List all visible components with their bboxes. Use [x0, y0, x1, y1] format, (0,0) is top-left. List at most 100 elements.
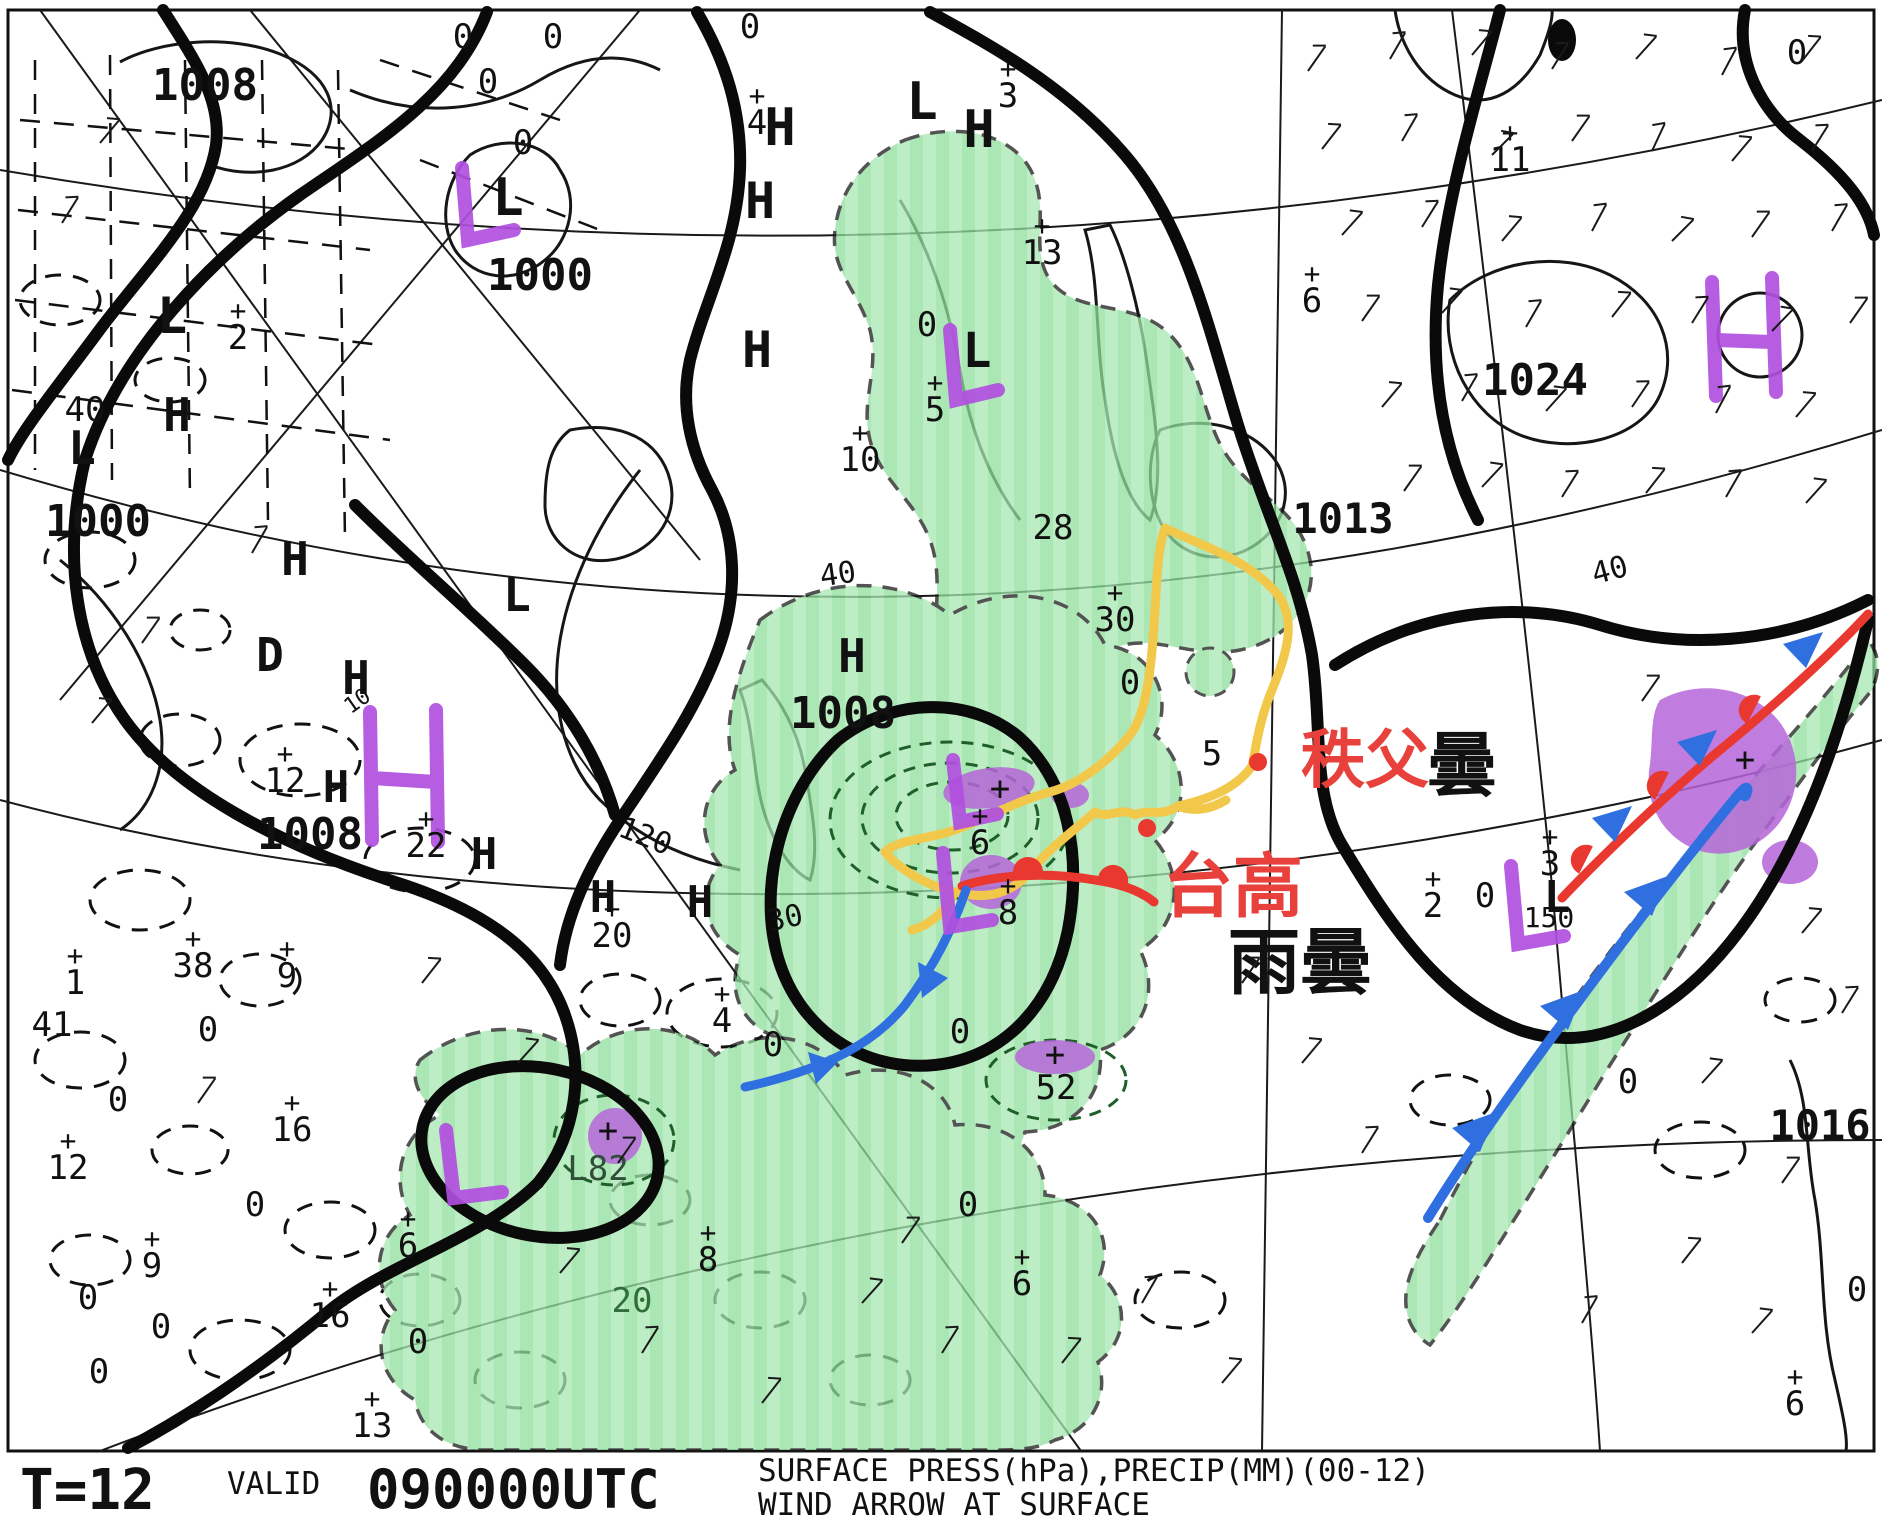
value-label: +6 [1784, 1359, 1806, 1425]
value-label: 0 [244, 1185, 266, 1225]
value-label: 0 [1786, 33, 1808, 73]
jp-annotation: 曇 [1427, 724, 1497, 807]
value-label: + [597, 1111, 619, 1151]
pressure-centre-letter: L [492, 168, 524, 228]
value-label: +1 [64, 938, 86, 1004]
caption-utc: 090000UTC [367, 1458, 660, 1517]
value-label: +3 [1539, 819, 1561, 885]
pressure-centre-letter: H [686, 877, 714, 928]
value-label: +8 [997, 868, 1019, 934]
thick-isobars [2, 4, 1880, 1454]
fronts [740, 609, 1873, 1223]
pressure-centre-letter: L [503, 568, 531, 622]
value-label: 0 [957, 1185, 979, 1225]
caption-line1: SURFACE PRESS(hPa),PRECIP(MM)(00-12) [758, 1453, 1430, 1489]
value-label: 0 [542, 17, 564, 57]
pressure-label: 1013 [1292, 494, 1394, 543]
value-label: +13 [351, 1381, 393, 1447]
value-label: 20 [611, 1281, 653, 1321]
grid-label: 40 [817, 554, 859, 595]
pressure-centre-letter: H [764, 98, 796, 158]
value-label: 41 [31, 1005, 73, 1045]
pressure-centre-letter: L [156, 287, 188, 345]
value-label: +6 [969, 798, 991, 864]
value-label: +30 [1094, 575, 1136, 641]
value-label: 0 [452, 17, 474, 57]
hand-H-mark [363, 703, 445, 849]
value-label: + [1044, 1035, 1066, 1075]
pressure-label: 1016 [1769, 1101, 1871, 1150]
value-label: 0 [1474, 876, 1496, 916]
value-label: +20 [591, 891, 633, 957]
value-label: 0 [1119, 663, 1141, 703]
value-label: 0 [512, 123, 534, 163]
value-label: +6 [397, 1201, 419, 1267]
value-label: 28 [1032, 508, 1074, 548]
pressure-centre-letter: H [589, 872, 617, 923]
hand-L-mark [946, 753, 1004, 831]
caption-t12: T=12 [20, 1458, 155, 1517]
pressure-centre-letter: H [838, 629, 866, 683]
value-label: 52 [1035, 1068, 1077, 1108]
value-label: +4 [711, 976, 733, 1042]
pressure-centre-letter: H [744, 172, 776, 230]
pressure-label: 1000 [487, 250, 593, 301]
pressure-label: 1000 [45, 496, 151, 547]
value-label: 0 [107, 1080, 129, 1120]
pressure-centre-letter: H [322, 762, 350, 813]
value-label: +6 [1011, 1239, 1033, 1305]
hand-L-mark [943, 323, 1005, 409]
value-label: 0 [407, 1322, 429, 1362]
value-label: +16 [309, 1271, 351, 1337]
pressure-centre-letter: H [741, 321, 773, 379]
jp-annotation: 台高 [1163, 845, 1303, 928]
value-label: 0 [1617, 1062, 1639, 1102]
value-label: +5 [924, 365, 946, 431]
value-label: 0 [916, 305, 938, 345]
value-label: + [989, 769, 1011, 809]
value-label: 0 [1846, 1270, 1868, 1310]
value-label: +12 [47, 1123, 89, 1189]
jp-annotation: 雨曇 [1227, 920, 1373, 1005]
island-blob [1548, 19, 1576, 61]
value-label: +16 [271, 1085, 313, 1151]
red-dots [1138, 753, 1267, 837]
pressure-label: 1008 [790, 688, 896, 739]
value-label: + [1734, 740, 1756, 780]
value-label: 150 [1523, 901, 1575, 934]
hand-drawn-marks [363, 161, 1783, 1206]
value-label: 0 [477, 62, 499, 102]
grid-label: 30 [763, 897, 807, 940]
value-label: 0 [762, 1025, 784, 1065]
caption-line2: WIND ARROW AT SURFACE [758, 1487, 1150, 1517]
value-label: +38 [172, 921, 214, 987]
value-label: +9 [141, 1221, 163, 1287]
pressure-centre-letter: H [342, 651, 370, 705]
value-label: 0 [739, 7, 761, 47]
pressure-label: 1024 [1482, 355, 1588, 406]
pressure-centre-letter: H [163, 388, 191, 442]
value-label: 0 [88, 1352, 110, 1392]
hand-L-mark [439, 1123, 509, 1206]
pressure-centre-letter: L [1543, 872, 1571, 923]
hand-L-mark [936, 846, 999, 936]
value-label: +9 [276, 931, 298, 997]
value-label: L82 [567, 1149, 629, 1189]
value-label: +2 [227, 293, 249, 359]
hand-H-mark [1705, 271, 1783, 403]
hand-L-mark [455, 161, 521, 249]
value-label: +6 [1301, 256, 1323, 322]
value-label: +8 [697, 1215, 719, 1281]
jp-annotation: 秩父 [1301, 724, 1429, 798]
pressure-centre-letter: H [281, 532, 309, 586]
value-label: 0 [150, 1307, 172, 1347]
pressure-label: 1008 [152, 60, 258, 111]
value-label: +22 [405, 801, 447, 867]
pressure-centre-letter: D [256, 628, 284, 682]
dashed-grid [11, 54, 601, 541]
grid-label: 40 [1587, 548, 1632, 593]
value-label: +4 [746, 78, 768, 144]
value-label: 0 [949, 1012, 971, 1052]
